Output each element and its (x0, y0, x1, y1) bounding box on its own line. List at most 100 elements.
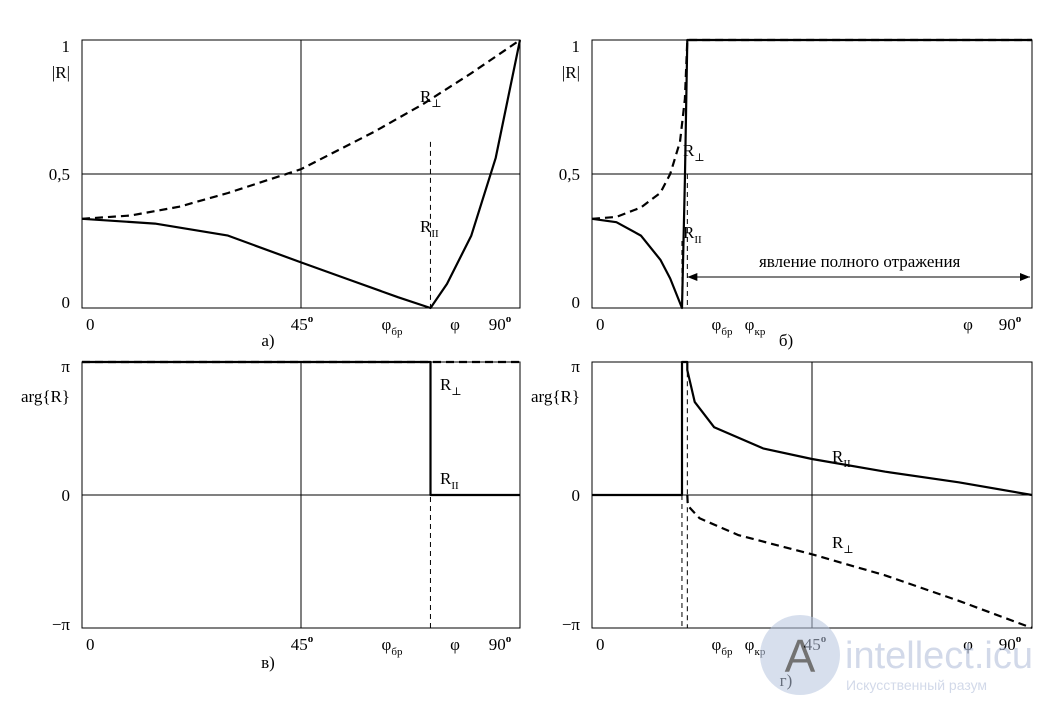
x-tick-label-sup: o (506, 313, 512, 325)
x-tick-label-sub: кр (754, 326, 765, 338)
series-label-sub: II (431, 228, 439, 240)
annotation-text: явление полного отражения (759, 252, 961, 271)
series-label-main: R (440, 375, 452, 394)
watermark-title: intellect.icu (845, 635, 1033, 677)
y-tick-label: π (571, 357, 580, 376)
series-label: RII (440, 469, 459, 492)
panel-label: б) (779, 331, 793, 350)
series-label: R⊥ (683, 141, 705, 164)
x-tick-label-main: 0 (86, 315, 95, 334)
x-tick-label-sup: o (308, 633, 314, 645)
series-label-main: R (832, 447, 844, 466)
y-tick-label: 1 (572, 37, 581, 56)
y-tick-label: 0 (62, 293, 71, 312)
x-tick-label: φбр (382, 635, 403, 658)
y-axis-label: arg{R} (21, 387, 70, 406)
x-tick-label: 90o (999, 313, 1022, 334)
x-tick-label-main: φ (712, 315, 722, 334)
y-tick-label: 0 (62, 486, 71, 505)
series-label-main: R (440, 469, 452, 488)
y-axis-label: |R| (52, 63, 70, 82)
series-label: R⊥ (832, 533, 854, 556)
y-tick-label: π (61, 357, 70, 376)
x-tick-label: 0 (86, 635, 95, 654)
x-tick-label-main: φ (382, 635, 392, 654)
watermark-subtitle: Искусственный разум (846, 677, 987, 693)
x-tick-label: φбр (712, 315, 733, 338)
panel-label: в) (261, 653, 275, 672)
x-tick-label-sup: o (506, 633, 512, 645)
x-tick-label-main: 0 (596, 635, 605, 654)
series-label-sub: II (843, 458, 851, 470)
x-tick-label: φ (963, 315, 973, 334)
series-label: R⊥ (420, 87, 442, 110)
x-tick-label-sup: o (1016, 313, 1022, 325)
x-tick-label: φбр (712, 635, 733, 658)
panel-label: а) (261, 331, 274, 350)
series-label-main: R (420, 217, 432, 236)
x-tick-label: 90o (489, 633, 512, 654)
x-tick-label: 0 (596, 635, 605, 654)
series-label-sub: ⊥ (694, 152, 704, 164)
series-label-main: R (683, 141, 695, 160)
series-label-sub: II (694, 234, 702, 246)
x-tick-label-sub: бр (721, 646, 733, 658)
series-label-main: R (832, 533, 844, 552)
series-line-r-perp (686, 494, 1033, 630)
x-tick-label-sub: бр (391, 646, 403, 658)
x-tick-label-main: φ (745, 635, 755, 654)
x-tick-label-main: φ (450, 315, 460, 334)
series-label-sub: ⊥ (451, 386, 461, 398)
x-tick-label: 0 (596, 315, 605, 334)
x-tick-label-main: φ (382, 315, 392, 334)
series-line-r-perp (81, 39, 521, 220)
y-tick-label: −π (52, 615, 71, 634)
annotation-arrowhead-left (687, 273, 698, 281)
series-label-sub: ⊥ (431, 98, 441, 110)
x-tick-label: φбр (382, 315, 403, 338)
x-tick-label-main: 90 (999, 635, 1016, 654)
y-tick-label: 0 (572, 293, 581, 312)
series-line-r-par (591, 38, 1032, 310)
series-line-r-par (81, 39, 522, 310)
x-tick-label-main: 45 (291, 315, 308, 334)
y-axis-label: arg{R} (531, 387, 580, 406)
x-tick-label-main: 90 (489, 315, 506, 334)
x-tick-label-main: 90 (999, 315, 1016, 334)
x-tick-label: φ (450, 635, 460, 654)
y-axis-label: |R| (562, 63, 580, 82)
annotation-arrowhead-right (1020, 273, 1030, 281)
x-tick-label: 45o (291, 633, 314, 654)
series-line-r-par (592, 360, 1033, 497)
watermark-logo-letter: A (785, 630, 816, 682)
x-tick-label-main: 0 (596, 315, 605, 334)
y-tick-label: 1 (62, 37, 71, 56)
x-tick-label-sup: o (308, 313, 314, 325)
x-tick-label-main: φ (745, 315, 755, 334)
series-line-r-par (82, 360, 520, 497)
series-label-main: R (683, 223, 695, 242)
x-tick-label-main: 0 (86, 635, 95, 654)
series-label: R⊥ (440, 375, 462, 398)
x-tick-label-sub: бр (721, 326, 733, 338)
total-reflection-annotation: явление полного отражения (687, 252, 1030, 281)
y-tick-label: 0 (572, 486, 581, 505)
x-tick-label: φ (450, 315, 460, 334)
x-tick-label: 45o (291, 313, 314, 334)
series-label-sub: ⊥ (843, 544, 853, 556)
series-line-r-perp (591, 38, 1032, 220)
y-tick-label: −π (562, 615, 581, 634)
series-label-main: R (420, 87, 432, 106)
x-tick-label: 90o (489, 313, 512, 334)
x-tick-label: 90o (999, 633, 1022, 654)
y-tick-label: 0,5 (49, 165, 70, 184)
x-tick-label: φкр (745, 315, 766, 338)
series-label: RII (683, 223, 702, 246)
x-tick-label: φ (963, 635, 973, 654)
watermark-logo-circle (760, 615, 840, 695)
x-tick-label-sub: бр (391, 326, 403, 338)
